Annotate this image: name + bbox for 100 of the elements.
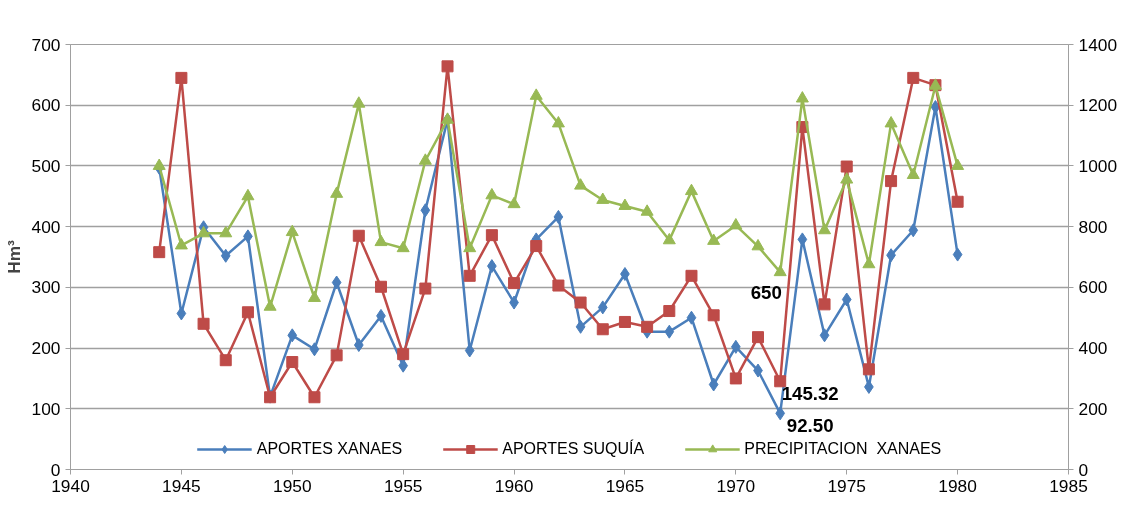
y2-tick-label: 1400 bbox=[1078, 34, 1118, 55]
point bbox=[397, 348, 410, 361]
x-tick-label: 1975 bbox=[827, 475, 867, 496]
point bbox=[840, 172, 854, 184]
point bbox=[906, 167, 920, 179]
y-tick-label: 100 bbox=[31, 398, 61, 419]
y-axis-title: Hm³ bbox=[3, 239, 24, 274]
point bbox=[153, 246, 166, 259]
data-label: 145.32 bbox=[781, 382, 839, 404]
point bbox=[752, 331, 765, 344]
point bbox=[951, 158, 965, 170]
point bbox=[597, 300, 608, 315]
point bbox=[529, 88, 543, 100]
point bbox=[862, 256, 876, 269]
point bbox=[353, 338, 364, 353]
point bbox=[952, 247, 963, 262]
point bbox=[840, 160, 853, 173]
y-tick-label: 400 bbox=[31, 216, 61, 237]
y-tick-label: 700 bbox=[31, 34, 61, 55]
point bbox=[197, 317, 210, 330]
point bbox=[819, 328, 830, 343]
point bbox=[575, 319, 586, 334]
y-tick-label: 200 bbox=[31, 338, 61, 359]
y2-tick-label: 400 bbox=[1078, 338, 1108, 359]
x-tick-label: 1980 bbox=[938, 475, 977, 496]
point bbox=[684, 183, 698, 196]
x-tick-label: 1955 bbox=[383, 475, 423, 496]
y-tick-label: 300 bbox=[31, 277, 61, 298]
point bbox=[818, 222, 832, 235]
point bbox=[818, 298, 831, 311]
point bbox=[707, 309, 720, 322]
data-label: 92.50 bbox=[786, 414, 834, 436]
point bbox=[729, 218, 743, 230]
point bbox=[620, 267, 630, 281]
point bbox=[664, 324, 675, 339]
x-tick-label: 1945 bbox=[162, 475, 201, 496]
point bbox=[352, 96, 366, 108]
point bbox=[841, 292, 852, 307]
point bbox=[152, 158, 166, 170]
point bbox=[774, 375, 787, 388]
point bbox=[287, 328, 298, 343]
point bbox=[596, 323, 609, 336]
point bbox=[197, 225, 211, 238]
point bbox=[507, 196, 521, 209]
point bbox=[352, 229, 365, 242]
point bbox=[795, 91, 809, 103]
point bbox=[176, 306, 187, 321]
point bbox=[420, 203, 431, 218]
x-tick-label: 1970 bbox=[716, 475, 756, 496]
point bbox=[951, 195, 964, 208]
point bbox=[553, 209, 564, 224]
point bbox=[574, 296, 587, 309]
data-label: 650 bbox=[750, 281, 782, 303]
point bbox=[286, 356, 299, 369]
point bbox=[596, 192, 610, 204]
point bbox=[862, 363, 875, 376]
point bbox=[618, 315, 631, 328]
point bbox=[686, 310, 697, 325]
point bbox=[708, 377, 719, 392]
point bbox=[485, 229, 498, 242]
x-tick-label: 1965 bbox=[605, 475, 645, 496]
legend-label: APORTES XANAES bbox=[256, 440, 403, 458]
point bbox=[707, 233, 721, 245]
y-tick-label: 600 bbox=[31, 95, 61, 116]
point bbox=[308, 391, 321, 404]
point bbox=[463, 240, 477, 253]
point bbox=[241, 188, 255, 201]
point bbox=[307, 290, 321, 302]
point bbox=[374, 280, 387, 293]
point bbox=[263, 299, 277, 311]
point bbox=[508, 277, 521, 290]
y2-tick-label: 800 bbox=[1078, 216, 1108, 237]
point bbox=[685, 269, 698, 282]
point bbox=[219, 354, 232, 367]
point bbox=[797, 232, 808, 247]
point bbox=[374, 234, 388, 247]
point bbox=[530, 240, 543, 253]
point bbox=[419, 282, 432, 295]
point bbox=[751, 238, 765, 251]
point bbox=[396, 240, 410, 253]
point bbox=[485, 187, 499, 200]
point bbox=[773, 264, 787, 277]
point bbox=[908, 223, 919, 238]
legend-label: PRECIPITACION XANAES bbox=[744, 440, 942, 458]
point bbox=[662, 232, 676, 245]
y2-tick-label: 1000 bbox=[1078, 155, 1118, 176]
point bbox=[885, 175, 898, 188]
point bbox=[330, 349, 343, 362]
point bbox=[330, 186, 344, 198]
point bbox=[552, 279, 565, 292]
point bbox=[641, 320, 654, 333]
y2-tick-label: 1200 bbox=[1078, 95, 1118, 116]
x-tick-label: 1960 bbox=[494, 475, 534, 496]
point bbox=[441, 60, 454, 73]
point bbox=[574, 178, 588, 190]
point bbox=[775, 406, 786, 421]
point bbox=[640, 204, 654, 216]
point bbox=[241, 306, 254, 319]
y2-tick-label: 200 bbox=[1078, 398, 1108, 419]
point bbox=[729, 372, 742, 385]
